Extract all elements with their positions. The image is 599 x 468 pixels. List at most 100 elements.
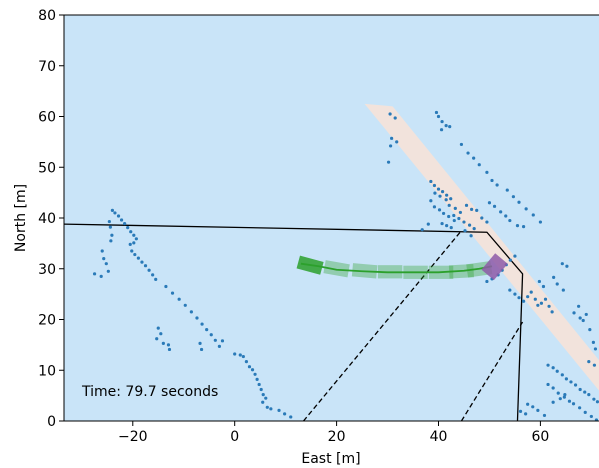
point bbox=[504, 214, 508, 218]
point bbox=[265, 405, 269, 409]
point bbox=[195, 316, 199, 320]
point bbox=[594, 418, 599, 421]
point bbox=[445, 193, 449, 197]
point bbox=[463, 229, 467, 233]
point bbox=[388, 112, 392, 116]
x-axis-label: East [m] bbox=[301, 451, 360, 467]
point bbox=[578, 406, 582, 410]
point bbox=[583, 410, 587, 414]
point bbox=[156, 326, 160, 330]
point bbox=[551, 366, 555, 370]
point bbox=[485, 170, 489, 174]
point bbox=[551, 386, 555, 390]
point bbox=[487, 201, 492, 205]
point bbox=[495, 183, 499, 187]
point bbox=[470, 207, 474, 211]
point bbox=[467, 223, 472, 227]
y-tick-label: 80 bbox=[38, 8, 56, 24]
point bbox=[241, 354, 245, 359]
point bbox=[440, 119, 444, 124]
boundary-lines bbox=[64, 223, 524, 421]
x-tick-label: −20 bbox=[118, 429, 148, 445]
road-strip bbox=[364, 103, 599, 391]
point bbox=[129, 230, 133, 234]
point bbox=[593, 347, 598, 351]
point bbox=[167, 347, 172, 352]
point bbox=[513, 292, 517, 296]
point bbox=[393, 116, 397, 120]
point bbox=[462, 220, 466, 224]
point bbox=[542, 413, 547, 418]
point bbox=[444, 124, 448, 128]
point bbox=[205, 328, 209, 332]
point bbox=[128, 242, 132, 246]
point bbox=[555, 282, 559, 286]
point bbox=[116, 214, 121, 218]
point bbox=[177, 297, 181, 301]
point bbox=[584, 312, 588, 317]
point bbox=[546, 363, 550, 367]
point bbox=[140, 260, 144, 264]
point bbox=[213, 338, 217, 342]
point bbox=[508, 258, 512, 262]
point bbox=[259, 387, 263, 392]
point bbox=[100, 249, 104, 253]
point bbox=[220, 339, 225, 343]
time-annotation: Time: 79.7 seconds bbox=[81, 384, 218, 400]
point bbox=[247, 365, 252, 369]
point bbox=[457, 216, 461, 221]
point bbox=[440, 221, 444, 226]
plot-background bbox=[64, 15, 599, 421]
point-cloud bbox=[92, 110, 599, 421]
point bbox=[567, 399, 572, 403]
point bbox=[517, 200, 521, 204]
point bbox=[521, 299, 526, 303]
point bbox=[130, 249, 134, 253]
point bbox=[561, 288, 565, 292]
point bbox=[448, 125, 452, 129]
point bbox=[505, 188, 509, 192]
point bbox=[526, 295, 530, 299]
point bbox=[92, 272, 97, 276]
x-tick-label: 40 bbox=[430, 429, 448, 445]
point bbox=[573, 383, 578, 387]
point bbox=[244, 360, 249, 364]
y-tick-label: 50 bbox=[38, 160, 56, 176]
point bbox=[429, 179, 433, 184]
point bbox=[151, 273, 155, 277]
point bbox=[578, 316, 582, 320]
point bbox=[238, 353, 242, 357]
point bbox=[531, 213, 535, 217]
x-tick-label: 60 bbox=[531, 429, 549, 445]
point bbox=[132, 241, 136, 245]
plot-content bbox=[64, 103, 599, 421]
point bbox=[436, 114, 441, 119]
point bbox=[261, 400, 265, 404]
point bbox=[164, 284, 168, 289]
point bbox=[119, 218, 124, 222]
point bbox=[581, 318, 585, 323]
point bbox=[583, 390, 587, 394]
point bbox=[513, 254, 517, 258]
point bbox=[444, 198, 448, 202]
point bbox=[264, 396, 268, 400]
point bbox=[569, 380, 573, 384]
point bbox=[526, 402, 530, 406]
point bbox=[154, 277, 158, 282]
point bbox=[126, 226, 130, 230]
point bbox=[250, 368, 255, 372]
point bbox=[437, 208, 442, 212]
point bbox=[475, 208, 479, 212]
point bbox=[108, 225, 112, 229]
point bbox=[439, 128, 444, 132]
point bbox=[578, 387, 582, 392]
point bbox=[563, 393, 567, 397]
point bbox=[529, 290, 533, 294]
point bbox=[499, 210, 503, 214]
point bbox=[110, 208, 115, 212]
point bbox=[110, 233, 114, 237]
point bbox=[458, 210, 463, 215]
point bbox=[588, 328, 592, 332]
point bbox=[113, 211, 117, 215]
